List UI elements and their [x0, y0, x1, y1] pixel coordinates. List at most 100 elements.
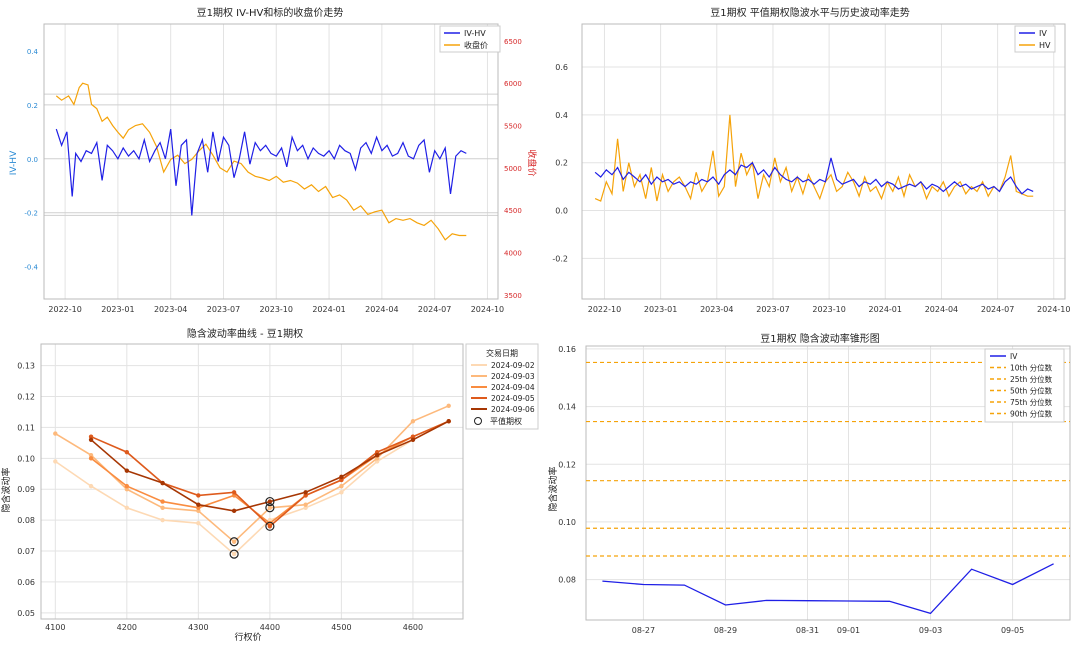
y-tick-label: -0.2: [24, 210, 38, 218]
legend-label: 50th 分位数: [1010, 386, 1053, 396]
legend-label: 90th 分位数: [1010, 409, 1053, 419]
legend-entries: 2024-09-02 2024-09-03 2024-09-04 2024-09-05…: [471, 361, 535, 414]
smile-point: [339, 477, 344, 483]
plot-frame: [585, 345, 1071, 621]
legend-label: 2024-09-02: [491, 361, 535, 370]
atm-iv-hv-chart: 豆1期权 平值期权隐波水平与历史波动率走势 2022-10 2023-01 2023…: [540, 0, 1080, 323]
smile-point: [446, 403, 451, 408]
legend-swatch-atm: [474, 417, 482, 425]
iv-cone-chart: 豆1期权 隐含波动率锥形图 隐含波动率 08-27 08-29 08-31 09-01…: [540, 323, 1080, 646]
smile-point: [160, 499, 165, 504]
smile-point: [231, 539, 237, 544]
smile-point: [160, 480, 165, 486]
y-right-tick-label: 4500: [504, 207, 522, 215]
hv-line: [594, 114, 1034, 202]
x-tick-label: 2023-04: [700, 305, 733, 314]
y-tick-label: 0.14: [558, 403, 576, 412]
legend-label: 75th 分位数: [1010, 397, 1053, 407]
y-tick-label: 0.05: [17, 609, 35, 618]
x-axis-label: 行权价: [234, 631, 261, 643]
plot-frame: [43, 23, 499, 300]
smile-point: [339, 474, 344, 480]
smile-point: [196, 493, 201, 498]
y-tick-label: 0.2: [27, 102, 38, 110]
x-tick-label: 2024-01: [869, 305, 902, 314]
legend-title: 交易日期: [486, 348, 518, 358]
smile-point: [231, 508, 237, 514]
smile-point: [231, 490, 237, 495]
x-tick-label: 2024-04: [365, 305, 398, 314]
x-tick-label: 2024-10: [1037, 305, 1070, 314]
smile-point: [446, 419, 451, 424]
y-tick-label: -0.2: [552, 254, 568, 263]
smile-point: [196, 502, 201, 507]
y-axis-label-right: 收盘价: [526, 149, 538, 176]
iv-hv-close-svg: 豆1期权 IV-HV和标的收盘价走势 IV-HV 收盘价 2022-10 2023…: [9, 6, 538, 314]
x-tick-label: 2024-04: [925, 305, 958, 314]
smile-point: [410, 437, 416, 442]
legend-label: 2024-09-04: [491, 383, 535, 392]
iv-hv-line: [55, 128, 467, 216]
legend-label-atm: 平值期权: [490, 416, 522, 426]
x-tick-label: 09-03: [919, 626, 942, 635]
smile-point: [267, 517, 273, 523]
smile-point: [124, 487, 130, 492]
chart-title: 豆1期权 平值期权隐波水平与历史波动率走势: [710, 6, 910, 19]
iv-line: [594, 157, 1034, 195]
x-tick-label: 2022-10: [588, 305, 621, 314]
x-tick-label: 2024-01: [312, 305, 345, 314]
legend-label-hv: HV: [1039, 41, 1051, 50]
x-tick-label: 2024-07: [981, 305, 1014, 314]
legend-label-iv: IV: [1039, 29, 1047, 38]
smile-point: [410, 419, 416, 424]
legend-label: IV: [1010, 352, 1018, 361]
smile-point: [374, 453, 380, 458]
atm-marker: [229, 549, 239, 559]
x-tick-label: 08-31: [796, 626, 819, 635]
plot-layer: 4100 4200 4300 4400 4500 4600 0.13 0.12 0.11 0.10…: [17, 343, 464, 632]
smile-point: [124, 449, 130, 455]
y-tick-label: 0.4: [27, 48, 39, 56]
y-right-tick-label: 4000: [504, 249, 522, 257]
y-tick-label: 0.12: [558, 460, 576, 469]
x-tick-label: 4500: [331, 623, 351, 632]
x-tick-label: 2024-10: [471, 305, 504, 314]
y-tick-label: 0.09: [17, 485, 35, 494]
x-tick-label: 2023-07: [207, 305, 240, 314]
legend-label: 25th 分位数: [1010, 374, 1053, 384]
smile-point: [339, 483, 344, 489]
y-tick-label: 0.0: [27, 156, 38, 164]
x-tick-label: 4100: [45, 623, 65, 632]
x-tick-label: 4400: [260, 623, 280, 632]
legend-box: [439, 25, 501, 53]
legend-label: 10th 分位数: [1010, 363, 1053, 373]
close-price-line: [55, 82, 467, 241]
legend-box: [984, 348, 1065, 423]
y-tick-label: 0.13: [17, 362, 35, 371]
plot-layer: 2022-10 2023-01 2023-04 2023-07 2023-10 2024-…: [24, 23, 522, 314]
y-tick-label: 0.16: [558, 345, 576, 354]
smile-point: [196, 521, 201, 526]
chart-title: 豆1期权 隐含波动率锥形图: [760, 332, 880, 345]
y-axis-label: IV-HV: [9, 150, 19, 175]
smile-point: [88, 453, 94, 458]
x-tick-label: 4600: [403, 623, 423, 632]
iv-line: [602, 563, 1054, 615]
atm-marker: [265, 521, 275, 531]
smile-point: [160, 517, 165, 523]
y-tick-label: 0.11: [17, 423, 35, 432]
smile-point: [267, 505, 273, 510]
y-tick-label: 0.10: [558, 518, 576, 527]
plot-layer: 08-27 08-29 08-31 09-01 09-03 09-05 0.16 0.14 0.…: [558, 345, 1071, 635]
x-tick-label: 09-01: [837, 626, 860, 635]
legend-label: 2024-09-05: [491, 394, 535, 403]
y-axis-label: 隐含波动率: [0, 467, 12, 512]
iv-smile-svg: 隐含波动率曲线 - 豆1期权 行权价 隐含波动率 4100 4200 4300 440…: [0, 327, 539, 643]
y-tick-label: 0.06: [17, 578, 35, 587]
y-tick-label: 0.6: [555, 63, 568, 72]
legend-label: 2024-09-03: [491, 372, 535, 381]
y-tick-label: 0.10: [17, 454, 35, 463]
smile-point: [231, 551, 237, 557]
y-right-tick-label: 5000: [504, 165, 522, 173]
